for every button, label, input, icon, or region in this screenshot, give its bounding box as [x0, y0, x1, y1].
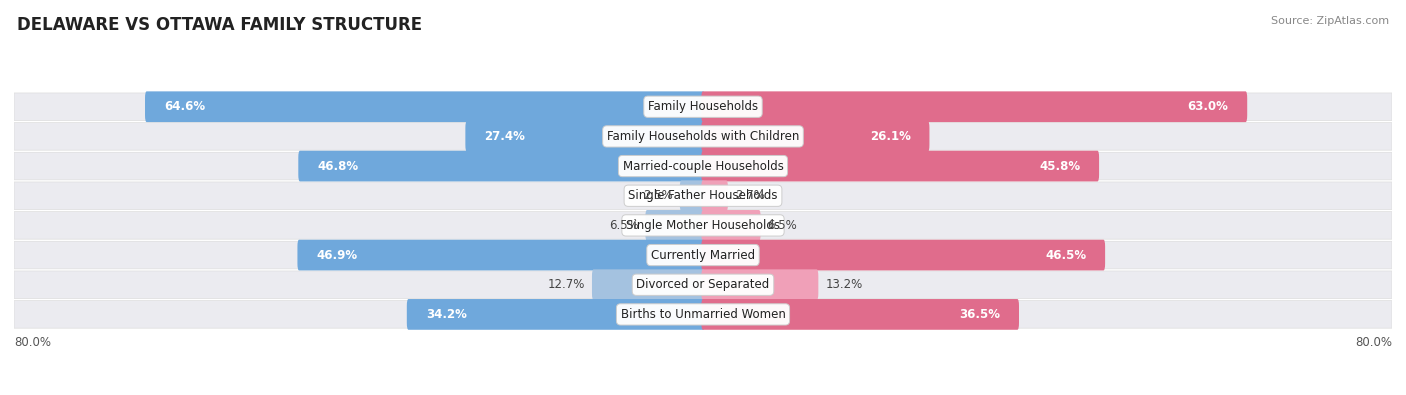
Text: DELAWARE VS OTTAWA FAMILY STRUCTURE: DELAWARE VS OTTAWA FAMILY STRUCTURE — [17, 16, 422, 34]
Text: 2.7%: 2.7% — [735, 189, 765, 202]
Text: 64.6%: 64.6% — [165, 100, 205, 113]
FancyBboxPatch shape — [702, 210, 761, 241]
FancyBboxPatch shape — [406, 299, 704, 330]
Text: Family Households with Children: Family Households with Children — [607, 130, 799, 143]
FancyBboxPatch shape — [702, 269, 818, 300]
FancyBboxPatch shape — [592, 269, 704, 300]
Text: 45.8%: 45.8% — [1039, 160, 1080, 173]
FancyBboxPatch shape — [702, 240, 1105, 271]
FancyBboxPatch shape — [702, 91, 1247, 122]
FancyBboxPatch shape — [14, 93, 1392, 120]
Text: 34.2%: 34.2% — [426, 308, 467, 321]
FancyBboxPatch shape — [702, 121, 929, 152]
Text: Single Father Households: Single Father Households — [628, 189, 778, 202]
FancyBboxPatch shape — [14, 271, 1392, 299]
FancyBboxPatch shape — [14, 301, 1392, 328]
FancyBboxPatch shape — [681, 181, 704, 211]
FancyBboxPatch shape — [702, 299, 1019, 330]
FancyBboxPatch shape — [14, 212, 1392, 239]
Text: Births to Unmarried Women: Births to Unmarried Women — [620, 308, 786, 321]
Text: 80.0%: 80.0% — [14, 336, 51, 349]
Text: 46.5%: 46.5% — [1045, 248, 1087, 261]
FancyBboxPatch shape — [645, 210, 704, 241]
FancyBboxPatch shape — [702, 181, 728, 211]
Text: 63.0%: 63.0% — [1188, 100, 1229, 113]
FancyBboxPatch shape — [465, 121, 704, 152]
Text: Single Mother Households: Single Mother Households — [626, 219, 780, 232]
Text: 13.2%: 13.2% — [825, 278, 862, 291]
Text: Married-couple Households: Married-couple Households — [623, 160, 783, 173]
Text: Divorced or Separated: Divorced or Separated — [637, 278, 769, 291]
FancyBboxPatch shape — [298, 240, 704, 271]
Text: 36.5%: 36.5% — [959, 308, 1000, 321]
Text: Source: ZipAtlas.com: Source: ZipAtlas.com — [1271, 16, 1389, 26]
FancyBboxPatch shape — [298, 151, 704, 181]
Text: 12.7%: 12.7% — [548, 278, 585, 291]
Text: 27.4%: 27.4% — [484, 130, 524, 143]
Text: 2.5%: 2.5% — [643, 189, 673, 202]
FancyBboxPatch shape — [14, 182, 1392, 209]
Text: Currently Married: Currently Married — [651, 248, 755, 261]
Text: 46.9%: 46.9% — [316, 248, 357, 261]
FancyBboxPatch shape — [14, 122, 1392, 150]
Text: 6.5%: 6.5% — [768, 219, 797, 232]
FancyBboxPatch shape — [702, 151, 1099, 181]
FancyBboxPatch shape — [14, 152, 1392, 180]
Text: 6.5%: 6.5% — [609, 219, 638, 232]
Text: 26.1%: 26.1% — [870, 130, 911, 143]
Text: 80.0%: 80.0% — [1355, 336, 1392, 349]
Text: Family Households: Family Households — [648, 100, 758, 113]
FancyBboxPatch shape — [14, 241, 1392, 269]
Text: 46.8%: 46.8% — [318, 160, 359, 173]
FancyBboxPatch shape — [145, 91, 704, 122]
